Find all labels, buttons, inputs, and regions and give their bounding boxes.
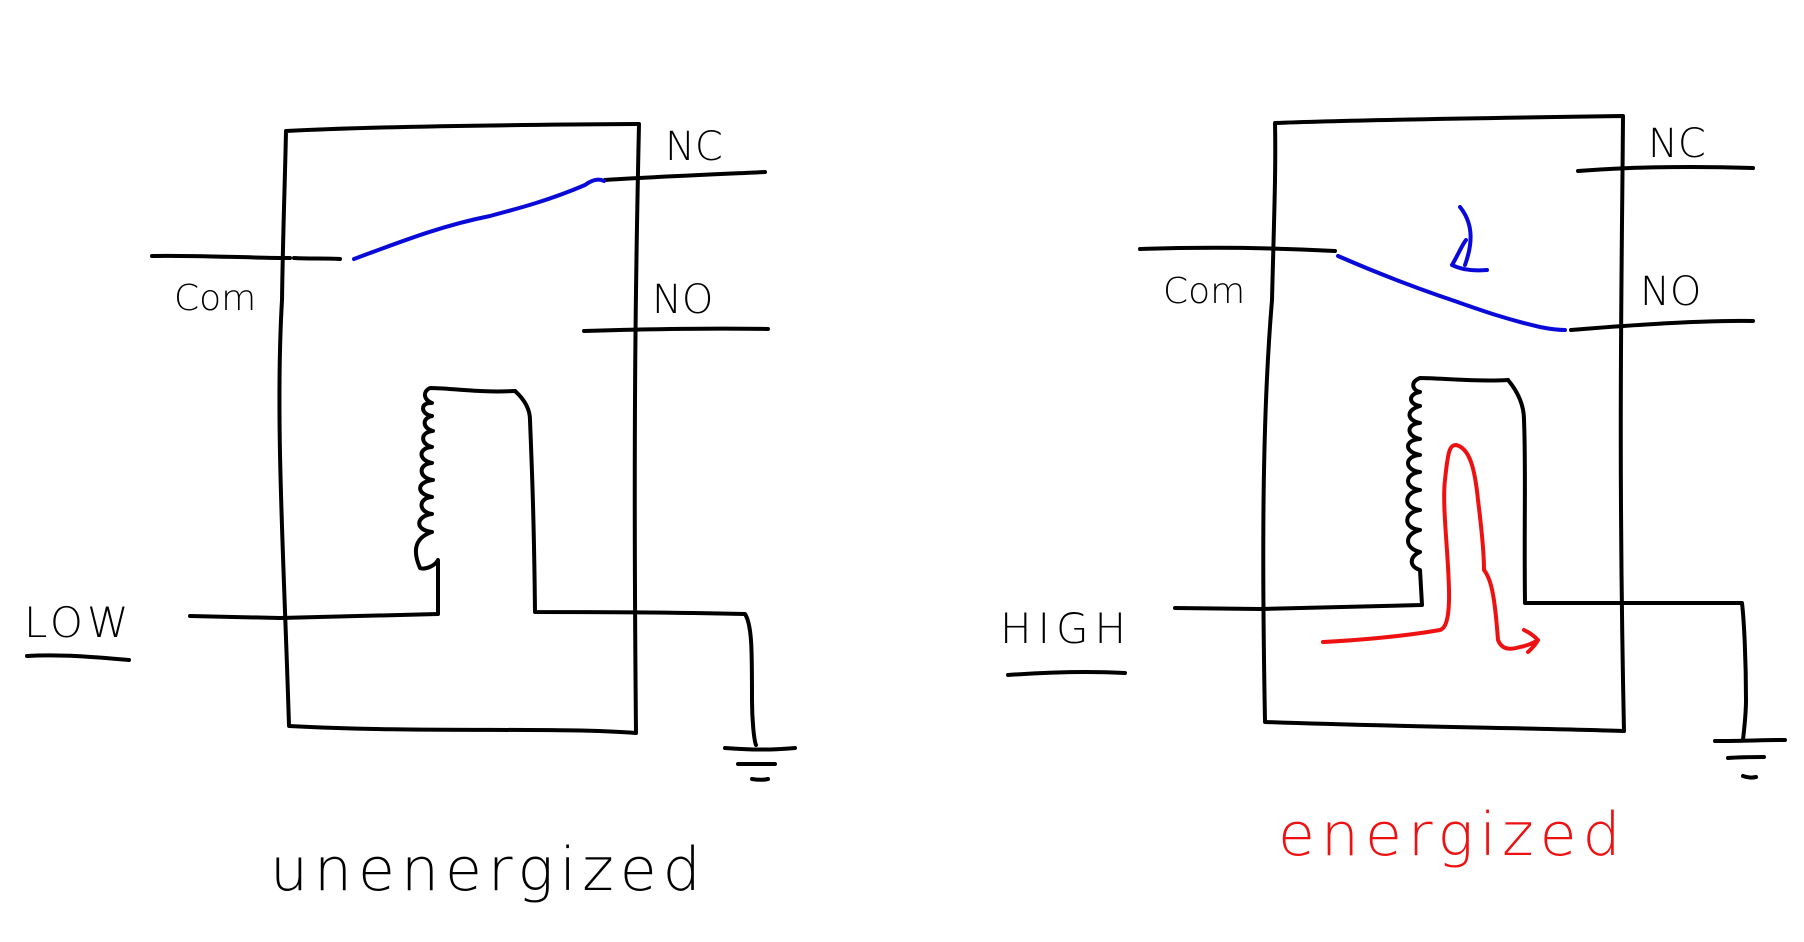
left-input-label: LOW bbox=[24, 598, 133, 647]
right-coil bbox=[1173, 376, 1510, 611]
right-current-flow bbox=[1321, 443, 1540, 654]
right-contact-arrow bbox=[1450, 205, 1489, 273]
left-nc-line bbox=[603, 170, 767, 182]
right-no-line bbox=[1569, 318, 1755, 332]
left-ground-symbol bbox=[723, 746, 797, 782]
left-com-line bbox=[150, 253, 342, 261]
left-no-label: NO bbox=[652, 277, 713, 323]
right-relay: NC Com NO HIGH energized bbox=[1000, 114, 1787, 870]
left-coil bbox=[188, 386, 517, 620]
left-switch-contact bbox=[352, 177, 606, 261]
right-input-underline bbox=[1006, 669, 1127, 677]
right-com-label: Com bbox=[1163, 271, 1245, 312]
left-coil-return bbox=[513, 389, 758, 747]
right-nc-label: NC bbox=[1648, 121, 1706, 167]
right-switch-contact bbox=[1336, 254, 1567, 332]
left-com-label: Com bbox=[174, 278, 256, 319]
left-no-line bbox=[582, 326, 770, 333]
right-state-label: energized bbox=[1278, 800, 1627, 870]
left-input-underline bbox=[25, 653, 131, 662]
right-nc-line bbox=[1576, 165, 1755, 173]
right-no-label: NO bbox=[1640, 269, 1701, 315]
left-state-label: unenergized bbox=[270, 835, 707, 905]
right-com-line bbox=[1138, 245, 1337, 253]
left-nc-label: NC bbox=[665, 124, 723, 170]
right-relay-housing bbox=[1261, 114, 1626, 733]
left-relay: NC Com NO LOW unenergized bbox=[24, 122, 797, 905]
left-relay-housing bbox=[277, 122, 641, 735]
right-input-label: HIGH bbox=[1000, 604, 1132, 653]
right-coil-return bbox=[1506, 378, 1748, 742]
right-ground-symbol bbox=[1713, 738, 1787, 780]
